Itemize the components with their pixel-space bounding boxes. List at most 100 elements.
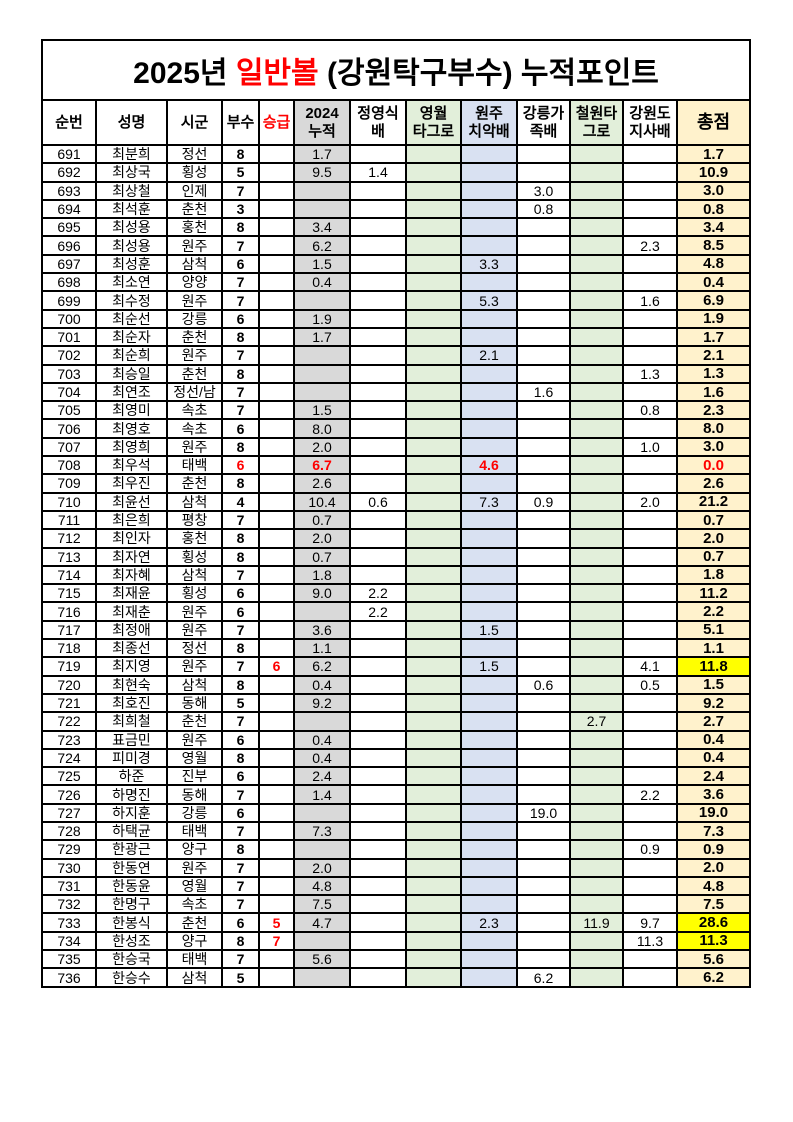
header-wonju: 원주 치악배 <box>460 99 518 146</box>
cell-total: 0.7 <box>675 509 752 531</box>
cell-total: 0.4 <box>675 729 752 750</box>
cell-cum2024: 3.6 <box>293 619 351 641</box>
cell-total: 0.8 <box>675 198 752 220</box>
cell-total: 2.0 <box>675 857 752 878</box>
cell-wonju <box>460 747 518 769</box>
cell-gangneung <box>516 509 571 531</box>
cell-total: 28.6 <box>675 912 752 933</box>
cell-cheorwon <box>569 637 624 659</box>
cell-yeongwol <box>405 290 462 311</box>
cell-name: 한명구 <box>95 894 168 915</box>
cell-gangneung <box>516 784 571 805</box>
cell-city: 횡성 <box>166 162 223 183</box>
cell-city: 원주 <box>166 619 223 641</box>
cell-gangneung <box>516 894 571 915</box>
cell-gangwondo <box>622 345 678 366</box>
cell-gangwondo <box>622 180 678 201</box>
cell-city: 원주 <box>166 235 223 256</box>
cell-cum2024 <box>293 363 351 384</box>
cell-city: 동해 <box>166 692 223 714</box>
title-highlight: 일반볼 <box>235 57 319 90</box>
cell-no: 735 <box>41 949 97 970</box>
cell-gangwondo <box>622 143 678 165</box>
table-row: 695 최성용 홍천 8 3.4 3.4 <box>41 217 752 238</box>
cell-jeongyeongsik: 1.4 <box>349 162 407 183</box>
cell-yeongwol <box>405 747 462 769</box>
cell-wonju <box>460 381 518 403</box>
cell-busu: 5 <box>221 692 260 714</box>
cell-yeongwol <box>405 619 462 641</box>
cell-total: 0.4 <box>675 747 752 769</box>
cell-busu: 7 <box>221 894 260 915</box>
cell-cum2024 <box>293 290 351 311</box>
cell-cheorwon <box>569 418 624 439</box>
cell-promo <box>258 326 295 348</box>
cell-cheorwon <box>569 198 624 220</box>
cell-cum2024: 0.4 <box>293 747 351 769</box>
cell-promo <box>258 473 295 494</box>
cell-jeongyeongsik <box>349 766 407 787</box>
cell-promo <box>258 619 295 641</box>
cell-name: 최순선 <box>95 308 168 329</box>
cell-no: 720 <box>41 674 97 695</box>
cell-gangneung: 1.6 <box>516 381 571 403</box>
cell-name: 최성용 <box>95 217 168 238</box>
cell-gangwondo <box>622 162 678 183</box>
cell-gangwondo: 9.7 <box>622 912 678 933</box>
cell-gangwondo: 1.3 <box>622 363 678 384</box>
cell-gangneung <box>516 418 571 439</box>
cell-city: 정선/남 <box>166 381 223 403</box>
cell-yeongwol <box>405 857 462 878</box>
cell-name: 최승일 <box>95 363 168 384</box>
cell-gangwondo <box>622 747 678 769</box>
cell-busu: 6 <box>221 418 260 439</box>
cell-cheorwon <box>569 546 624 567</box>
cell-name: 최종선 <box>95 637 168 659</box>
cell-total: 0.4 <box>675 272 752 293</box>
cell-name: 최영호 <box>95 418 168 439</box>
cell-wonju <box>460 528 518 549</box>
cell-cheorwon <box>569 400 624 421</box>
cell-city: 춘천 <box>166 711 223 732</box>
cell-busu: 7 <box>221 820 260 842</box>
cell-total: 21.2 <box>675 491 752 512</box>
cell-gangwondo <box>622 198 678 220</box>
cell-name: 표금민 <box>95 729 168 750</box>
cell-city: 홍천 <box>166 528 223 549</box>
cell-cum2024: 9.0 <box>293 583 351 604</box>
cell-wonju: 2.1 <box>460 345 518 366</box>
cell-promo <box>258 290 295 311</box>
cell-cheorwon <box>569 766 624 787</box>
cell-city: 원주 <box>166 290 223 311</box>
cell-promo <box>258 949 295 970</box>
cell-yeongwol <box>405 766 462 787</box>
cell-busu: 4 <box>221 491 260 512</box>
cell-no: 713 <box>41 546 97 567</box>
cell-gangneung: 3.0 <box>516 180 571 201</box>
cell-name: 최영미 <box>95 400 168 421</box>
cell-total: 3.6 <box>675 784 752 805</box>
title-prefix: 2025년 <box>133 57 236 90</box>
cell-cum2024: 0.4 <box>293 729 351 750</box>
cell-city: 춘천 <box>166 473 223 494</box>
cell-gangwondo <box>622 802 678 824</box>
cell-gangneung <box>516 912 571 933</box>
cell-city: 춘천 <box>166 326 223 348</box>
cell-jeongyeongsik <box>349 857 407 878</box>
cell-busu: 7 <box>221 875 260 897</box>
cell-jeongyeongsik <box>349 528 407 549</box>
cell-city: 속초 <box>166 418 223 439</box>
cell-wonju <box>460 601 518 622</box>
cell-gangneung: 6.2 <box>516 967 571 988</box>
table-row: 736 한승수 삼척 5 6.2 6.2 <box>41 967 752 988</box>
cell-promo <box>258 400 295 421</box>
cell-promo <box>258 711 295 732</box>
cell-jeongyeongsik <box>349 820 407 842</box>
cell-jeongyeongsik <box>349 619 407 641</box>
cell-jeongyeongsik <box>349 711 407 732</box>
cell-gangneung <box>516 839 571 860</box>
header-name: 성명 <box>95 99 168 146</box>
cell-name: 한동윤 <box>95 875 168 897</box>
cell-promo <box>258 875 295 897</box>
cell-busu: 8 <box>221 143 260 165</box>
